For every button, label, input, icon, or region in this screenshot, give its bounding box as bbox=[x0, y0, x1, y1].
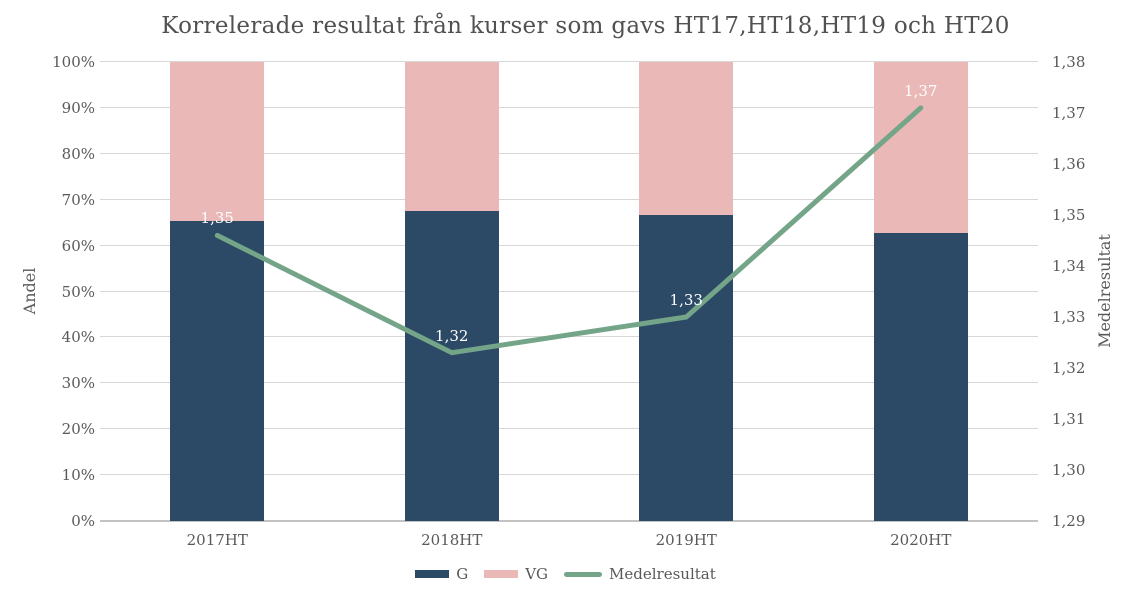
legend-item: G bbox=[415, 565, 468, 583]
legend-swatch-medelresultat bbox=[564, 571, 603, 577]
bar-segment-g bbox=[404, 211, 499, 521]
legend-label: G bbox=[456, 565, 469, 583]
gridline bbox=[100, 520, 1038, 522]
y-axis-tick-label-right: 1,34 bbox=[1052, 257, 1086, 275]
x-axis-category-label: 2018HT bbox=[421, 531, 483, 549]
bar-segment-g bbox=[639, 214, 734, 521]
y-axis-tick-label-right: 1,36 bbox=[1052, 155, 1086, 173]
legend-item: VG bbox=[484, 565, 548, 583]
y-axis-tick-label-left: 80% bbox=[61, 144, 95, 163]
y-axis-tick-label-right: 1,35 bbox=[1052, 206, 1086, 224]
y-axis-tick-label-right: 1,33 bbox=[1052, 308, 1086, 326]
y-axis-tick-label-left: 20% bbox=[61, 420, 95, 439]
gridline bbox=[100, 198, 1038, 200]
y-axis-tick-label-left: 30% bbox=[61, 374, 95, 393]
y-axis-tick-label-right: 1,31 bbox=[1052, 410, 1086, 428]
bar-segment-g bbox=[873, 233, 968, 521]
gridline bbox=[100, 382, 1038, 384]
bar-segment-vg bbox=[873, 62, 968, 234]
gridline bbox=[100, 152, 1038, 154]
line-point-label: 1,35 bbox=[200, 209, 234, 228]
legend-item: Medelresultat bbox=[564, 565, 716, 583]
y-axis-tick-label-left: 0% bbox=[71, 512, 95, 530]
line-point-label: 1,32 bbox=[435, 326, 469, 345]
y-axis-tick-label-right: 1,37 bbox=[1052, 104, 1086, 122]
line-point-label: 1,37 bbox=[904, 81, 938, 100]
x-axis-category-label: 2017HT bbox=[186, 531, 248, 549]
y-axis-tick-label-left: 50% bbox=[61, 282, 95, 301]
gridline bbox=[100, 244, 1038, 246]
legend-swatch-vg bbox=[484, 570, 519, 578]
gridline bbox=[100, 290, 1038, 292]
x-axis-category-label: 2020HT bbox=[890, 531, 952, 549]
legend-label: Medelresultat bbox=[609, 565, 716, 583]
legend-label: VG bbox=[525, 565, 549, 583]
gridline bbox=[100, 61, 1038, 62]
y-axis-tick-label-right: 1,30 bbox=[1052, 461, 1086, 479]
bar-segment-vg bbox=[170, 62, 265, 221]
gridline bbox=[100, 106, 1038, 108]
y-axis-tick-label-right: 1,32 bbox=[1052, 359, 1086, 377]
bar-segment-g bbox=[170, 220, 265, 521]
y-axis-tick-label-left: 100% bbox=[52, 53, 95, 71]
y-axis-tick-label-left: 60% bbox=[61, 236, 95, 255]
legend-swatch-g bbox=[415, 570, 450, 578]
y-axis-tick-label-left: 90% bbox=[61, 98, 95, 117]
y-axis-tick-label-left: 70% bbox=[61, 190, 95, 209]
bar-segment-vg bbox=[404, 62, 499, 212]
legend: G VG Medelresultat bbox=[0, 565, 1131, 583]
bar-segment-vg bbox=[639, 62, 734, 215]
chart-title: Korrelerade resultat från kurser som gav… bbox=[161, 13, 1010, 39]
trend-line-layer bbox=[214, 105, 924, 356]
y-axis-tick-label-left: 10% bbox=[61, 466, 95, 485]
line-point-label: 1,33 bbox=[669, 291, 703, 309]
gridline bbox=[100, 428, 1038, 430]
gridline bbox=[100, 474, 1038, 476]
y-axis-tick-label-right: 1,38 bbox=[1052, 53, 1086, 71]
y-axis-tick-label-left: 40% bbox=[61, 328, 95, 347]
y-axis-tick-label-right: 1,29 bbox=[1052, 512, 1086, 530]
trend-line bbox=[214, 105, 924, 356]
x-axis-category-label: 2019HT bbox=[655, 531, 717, 549]
